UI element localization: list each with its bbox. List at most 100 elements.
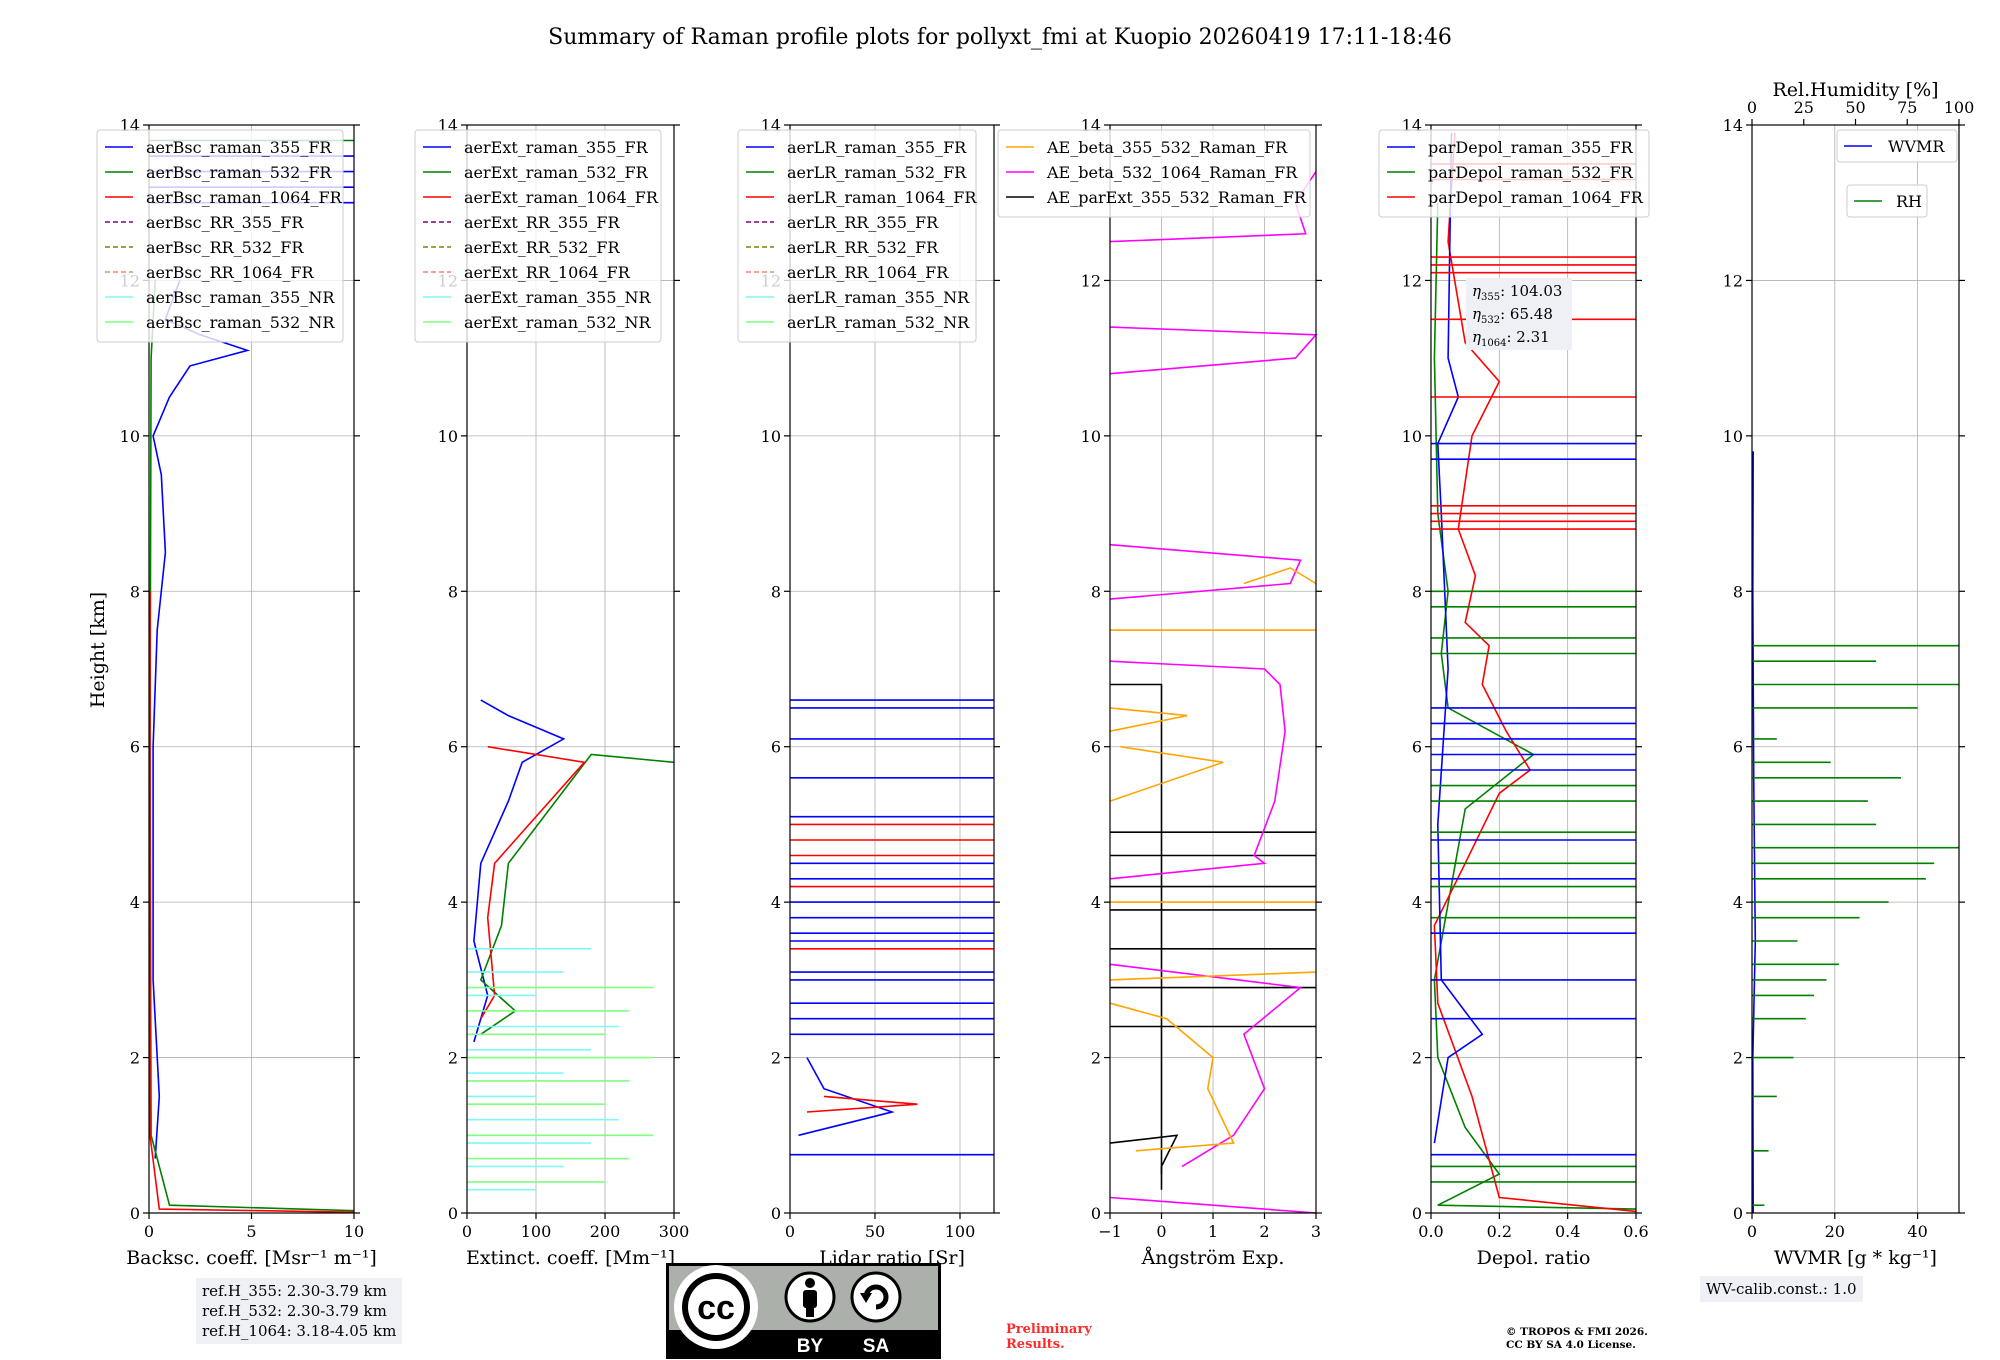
legend-box (737, 129, 977, 343)
y-tick-label: 14 (1723, 116, 1743, 135)
y-tick-label: 0 (1733, 1204, 1743, 1223)
legend: WVMR RH (1836, 129, 1958, 218)
y-tick-label: 2 (1733, 1049, 1743, 1068)
series-line-blue (473, 699, 566, 1043)
x-tick-label: 0 (144, 1222, 154, 1241)
by-person-icon (784, 1271, 836, 1323)
legend-entry: aerBsc_raman_532_NR (146, 313, 335, 332)
y-tick-label: 8 (448, 582, 458, 601)
legend-entry: aerBsc_raman_355_FR (146, 138, 332, 157)
series-line-black (1110, 683, 1163, 1175)
legend-entry: aerExt_RR_355_FR (464, 213, 621, 232)
y-tick-label: 4 (1091, 893, 1101, 912)
series-line-orange (1109, 745, 1224, 802)
legend-entry: aerLR_RR_355_FR (787, 213, 939, 232)
y-tick-label: 12 (1402, 271, 1422, 290)
x-tick-label: 20 (1825, 1222, 1845, 1241)
legend-entry: aerExt_raman_1064_FR (464, 188, 659, 207)
x-tick-label: 2 (1259, 1222, 1269, 1241)
legend-box (1846, 184, 1928, 218)
y-tick-label: 4 (771, 893, 781, 912)
axes-frame (1430, 124, 1637, 1214)
series-line-red (149, 591, 355, 1213)
y-tick-label: 4 (1733, 893, 1743, 912)
top-x-tick-label: 100 (1944, 98, 1975, 117)
x-axis-label: Extinct. coeff. [Mm⁻¹] (466, 1247, 675, 1269)
legend: parDepol_raman_355_FR parDepol_raman_532_… (1378, 129, 1650, 218)
legend-entry: aerLR_raman_532_FR (787, 163, 967, 182)
axes-frame (1751, 124, 1960, 1214)
series-line-blue (798, 1057, 895, 1137)
series-line-black (1109, 1134, 1179, 1190)
y-tick-label: 10 (1081, 427, 1101, 446)
y-tick-label: 4 (1412, 893, 1422, 912)
x-tick-label: 0.6 (1623, 1222, 1648, 1241)
legend-entry: parDepol_raman_532_FR (1428, 163, 1634, 182)
series-line-orange (1109, 707, 1188, 732)
panel-bsc: 024681012140510Backsc. coeff. [Msr⁻¹ m⁻¹… (96, 116, 377, 1269)
y-tick-label: 6 (1091, 738, 1101, 757)
y-tick-label: 6 (448, 738, 458, 757)
ref-heights-box: ref.H_355: 2.30-3.79 km ref.H_532: 2.30-… (196, 1278, 403, 1344)
series-line-green (149, 280, 355, 1212)
x-tick-label: 0.4 (1555, 1222, 1580, 1241)
legend-entry: AE_parExt_355_532_Raman_FR (1046, 188, 1307, 207)
y-tick-label: 10 (438, 427, 458, 446)
y-tick-label: 8 (1091, 582, 1101, 601)
legend-entry: aerLR_raman_355_FR (787, 138, 967, 157)
legend-entry: AE_beta_532_1064_Raman_FR (1046, 163, 1298, 182)
x-axis-label: Ångström Exp. (1141, 1247, 1285, 1269)
x-tick-label: 300 (659, 1222, 690, 1241)
axes-frame (466, 124, 675, 1214)
legend-box (1378, 129, 1650, 218)
y-tick-label: 6 (1412, 738, 1422, 757)
copyright-note: © TROPOS & FMI 2026. CC BY SA 4.0 Licens… (1506, 1326, 1648, 1352)
legend-box (96, 129, 344, 343)
x-axis-label: Depol. ratio (1477, 1247, 1591, 1269)
y-tick-label: 8 (1733, 582, 1743, 601)
top-x-tick-label: 75 (1897, 98, 1917, 117)
x-tick-label: 200 (590, 1222, 621, 1241)
y-tick-label: 10 (1723, 427, 1743, 446)
y-tick-label: 0 (1412, 1204, 1422, 1223)
legend-entry: aerExt_raman_532_NR (464, 313, 652, 332)
x-tick-label: 50 (865, 1222, 885, 1241)
x-tick-label: 0 (462, 1222, 472, 1241)
preliminary-note: Preliminary Results. (1006, 1322, 1092, 1352)
series-line-blue (1433, 132, 1484, 1144)
copyright-line-2: CC BY SA 4.0 License. (1506, 1339, 1636, 1351)
legend: aerBsc_raman_355_FR aerBsc_raman_532_FRae… (96, 129, 344, 343)
legend-box (414, 129, 662, 343)
figure-title: Summary of Raman profile plots for polly… (548, 25, 1452, 50)
y-tick-label: 2 (1091, 1049, 1101, 1068)
x-axis-label: Backsc. coeff. [Msr⁻¹ m⁻¹] (126, 1247, 377, 1269)
eta-entry: η1064: 2.31 (1472, 328, 1550, 349)
eta-box (1466, 278, 1572, 350)
series-line-red (480, 745, 586, 1020)
y-tick-label: 8 (1412, 582, 1422, 601)
x-tick-label: 100 (521, 1222, 552, 1241)
y-tick-label: 12 (1723, 271, 1743, 290)
y-tick-label: 0 (1091, 1204, 1101, 1223)
series-line-magenta (1109, 326, 1318, 375)
legend-entry: aerLR_raman_355_NR (787, 288, 970, 307)
y-tick-label: 0 (130, 1204, 140, 1223)
legend-entry: RH (1896, 192, 1922, 211)
preliminary-line-2: Results. (1006, 1337, 1065, 1352)
legend-entry: aerExt_RR_532_FR (464, 238, 621, 257)
y-tick-label: 2 (771, 1049, 781, 1068)
y-tick-label: 8 (771, 582, 781, 601)
top-x-tick-label: 0 (1747, 98, 1757, 117)
legend: aerExt_raman_355_FR aerExt_raman_532_FRae… (414, 129, 662, 343)
x-tick-label: 100 (945, 1222, 976, 1241)
legend-entry: aerBsc_raman_355_NR (146, 288, 335, 307)
sa-share-icon (850, 1271, 902, 1323)
y-tick-label: 2 (1412, 1049, 1422, 1068)
series-line-red (806, 1095, 918, 1113)
y-tick-label: 2 (448, 1049, 458, 1068)
cc-by-sa-badge: cc BY SA (666, 1263, 941, 1359)
top-x-tick-label: 25 (1794, 98, 1814, 117)
